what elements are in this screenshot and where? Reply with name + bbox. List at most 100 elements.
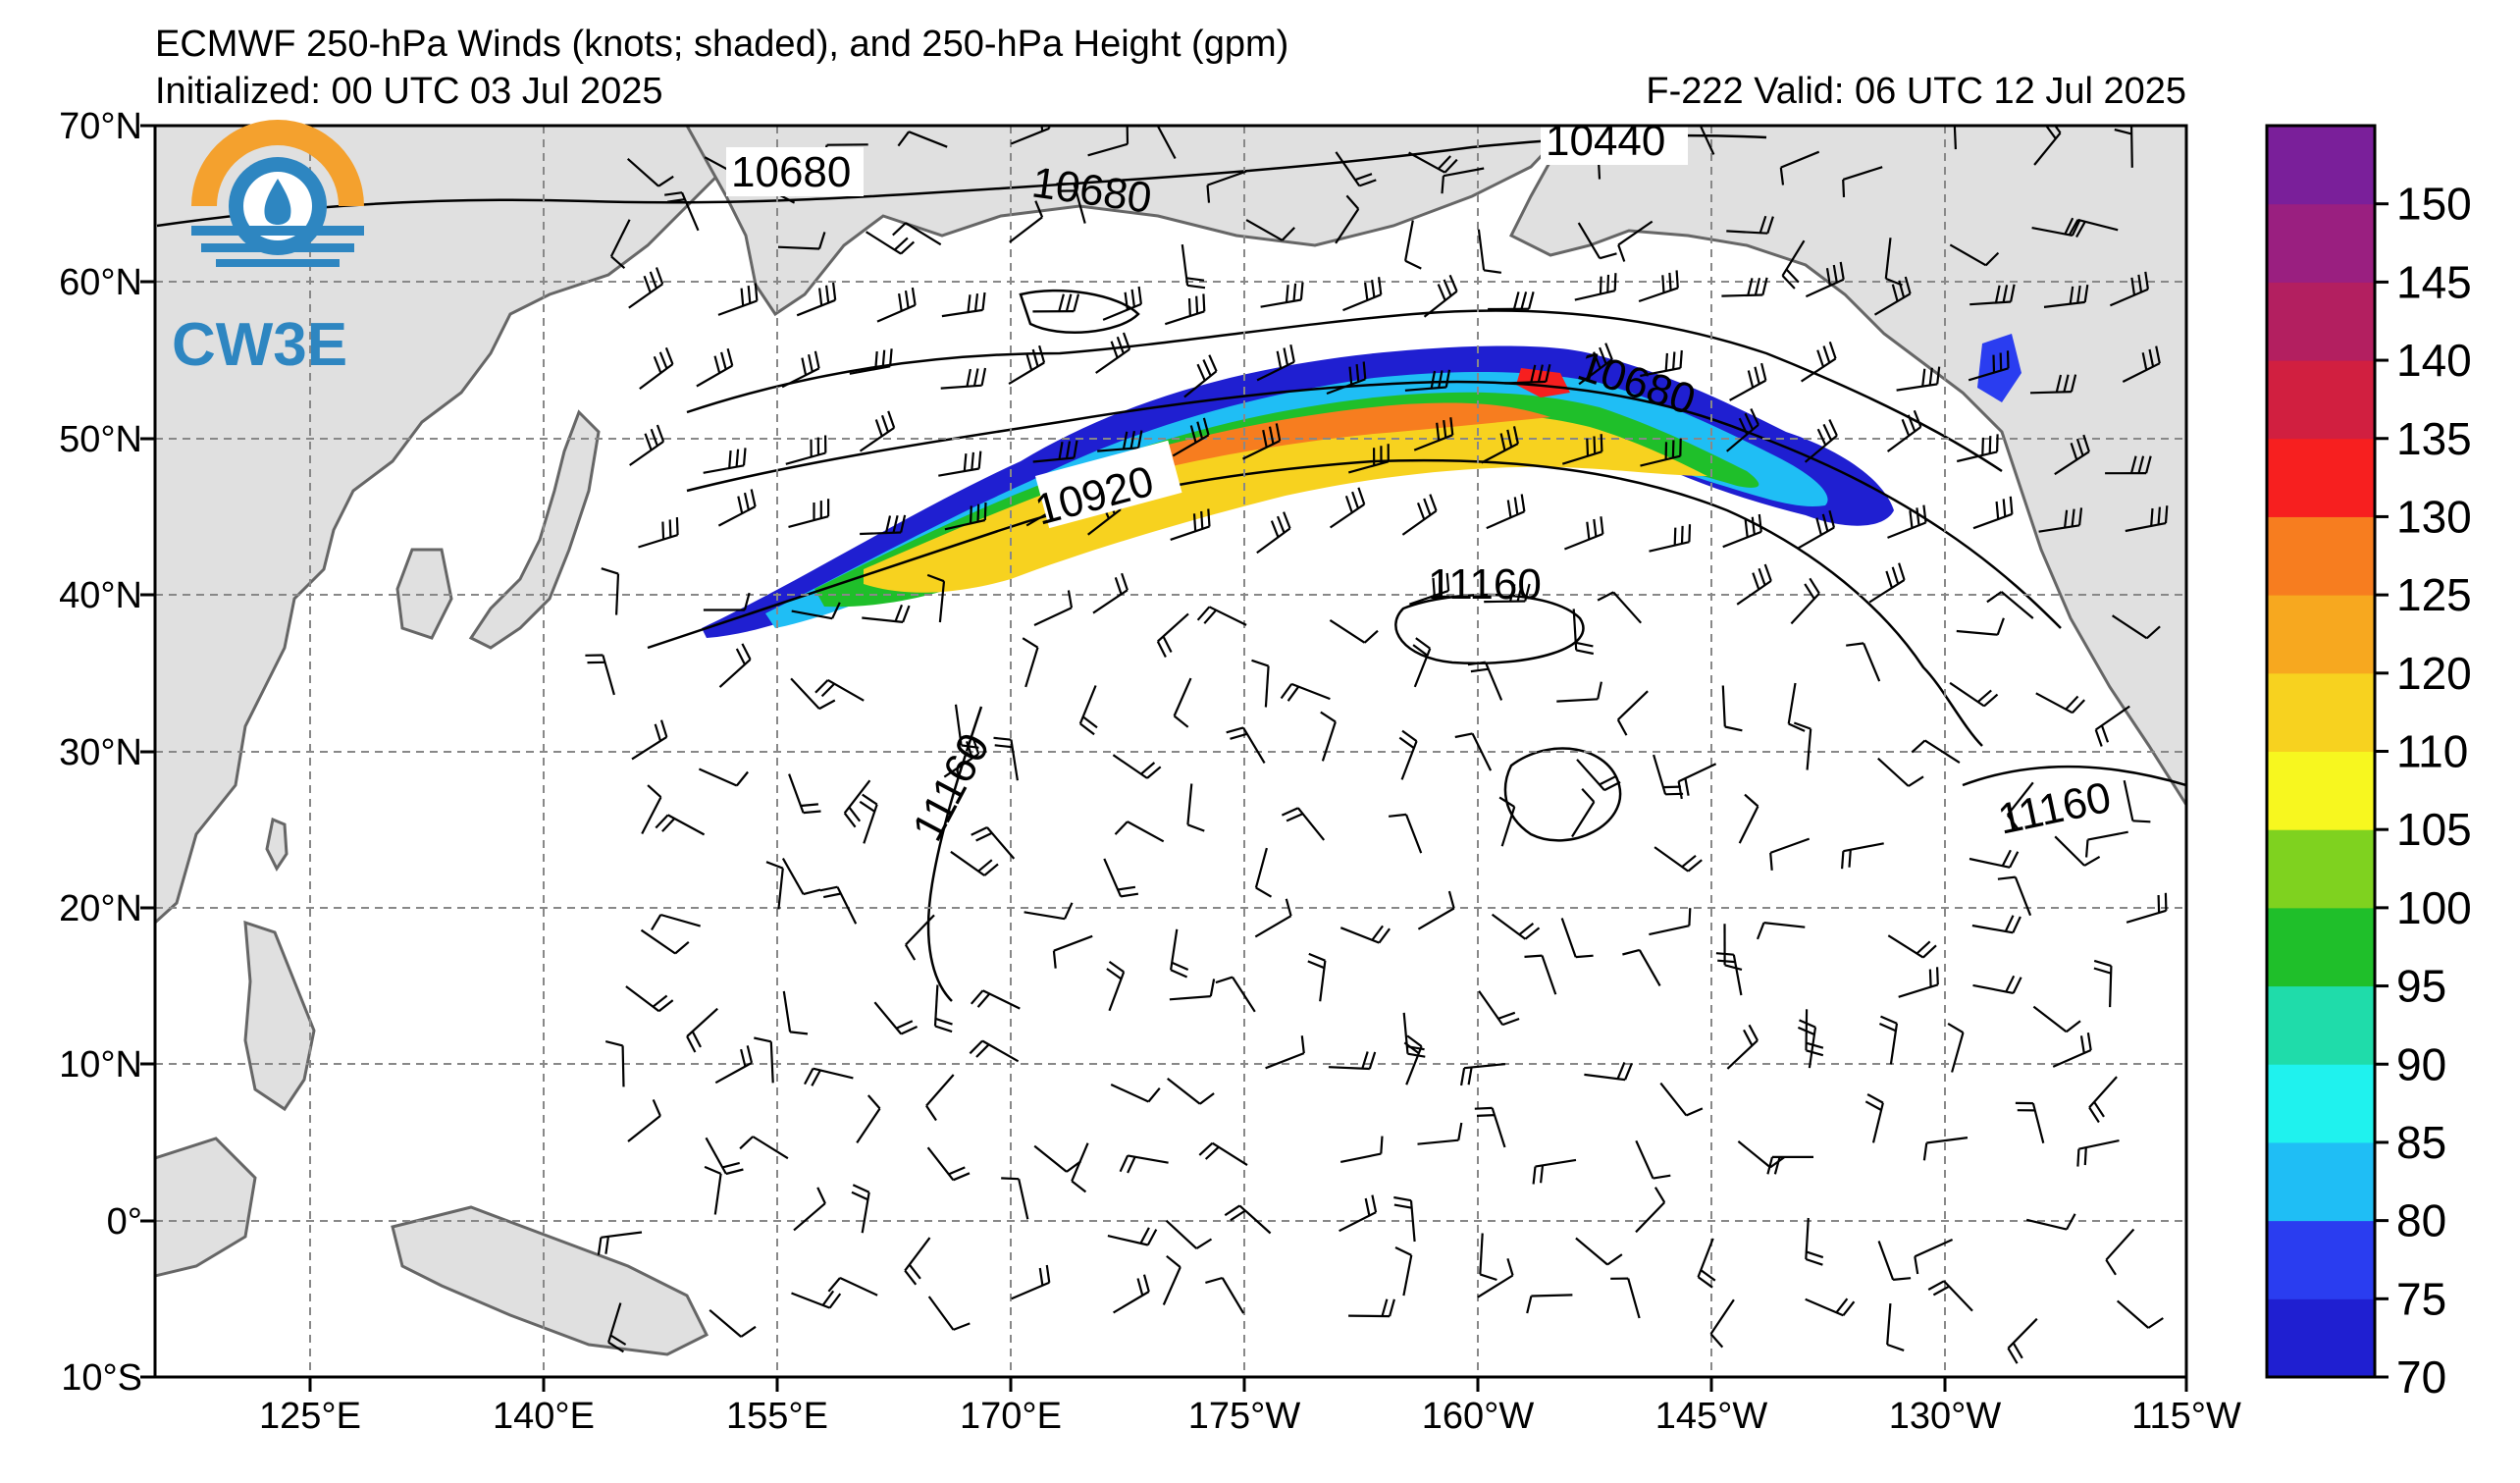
wind-barb-flag [1524, 927, 1541, 940]
grid-lines [155, 126, 2186, 1377]
wind-barb-flag [967, 294, 971, 313]
colorbar-swatch [2267, 829, 2375, 909]
wind-barb [1541, 955, 1557, 995]
wind-barb [1926, 1137, 1969, 1144]
wind-barb [1617, 220, 1654, 246]
wind-barb [1417, 1139, 1459, 1145]
wind-barb-flag [746, 1045, 754, 1064]
wind-barb-flag [1371, 1194, 1378, 1213]
wind-barb [1479, 1233, 1484, 1275]
wind-barb-flag [2001, 849, 2012, 867]
wind-barb-flag [1308, 952, 1326, 962]
wind-barb-flag [1142, 1274, 1150, 1293]
wind-barb-flag [1136, 1278, 1144, 1297]
wind-barb-flag [1199, 1092, 1215, 1105]
wind-barb-flag [661, 818, 676, 832]
wind-barb-flag [1928, 969, 1932, 987]
wind-barb-flag [1207, 508, 1211, 527]
wind-barb-flag [1758, 513, 1762, 533]
wind-barb-flag [2157, 894, 2161, 914]
wind-barb-flag [1599, 775, 1616, 786]
wind-barb-flag [983, 503, 987, 521]
wind-barb-flag [1189, 425, 1197, 444]
wind-barb-flag [664, 191, 683, 196]
wind-barb-flag [1756, 922, 1765, 940]
wind-barb-flag [1031, 348, 1039, 367]
wind-barb-flag [607, 1341, 624, 1353]
wind-barb-flag [1799, 1019, 1816, 1029]
wind-barb-flag [1034, 200, 1044, 218]
wind-barb [1638, 949, 1661, 986]
wind-barb [1329, 618, 1366, 644]
wind-barb-flag [2064, 217, 2074, 235]
wind-barb-flag [817, 232, 826, 249]
wind-barb [860, 531, 902, 536]
wind-barb-flag [1914, 1256, 1919, 1275]
wind-barb-flag [851, 1191, 868, 1201]
wind-barb-flag [1599, 346, 1607, 365]
wind-barb-flag [1597, 681, 1602, 700]
wind-barb-flag [1045, 1264, 1051, 1283]
wind-barb [1348, 1314, 1391, 1318]
wind-barb-flag [897, 131, 910, 147]
height-contours [156, 133, 2186, 1002]
wind-barb-flag [1501, 1017, 1520, 1027]
wind-barb [777, 245, 820, 250]
wind-barb-flag [1809, 577, 1820, 595]
wind-barb-flag [1779, 167, 1785, 185]
wind-barb-flag [1355, 363, 1360, 383]
wind-barb-flag [726, 347, 734, 366]
wind-barb [627, 1115, 661, 1142]
wind-barb [1577, 222, 1601, 259]
wind-barb-flag [1393, 1203, 1412, 1209]
wind-barb-flag [1079, 722, 1095, 736]
lon-tick-label: 160°W [1422, 1396, 1535, 1437]
wind-barb-flag [1052, 950, 1057, 969]
wind-barb [1949, 243, 1987, 267]
wind-barb-flag [1404, 259, 1422, 270]
wind-barb-flag [1209, 979, 1216, 997]
wind-barb-flag [894, 604, 904, 622]
wind-barb-flag [1743, 1029, 1754, 1046]
wind-barb-flag [900, 514, 907, 533]
wind-barb-flag [1606, 1253, 1623, 1266]
colorbar-swatch [2267, 203, 2375, 283]
colorbar-label: 135 [2396, 413, 2472, 464]
colorbar-swatch [2267, 1141, 2375, 1222]
wind-barb [1612, 591, 1643, 624]
wind-barb [713, 1173, 722, 1215]
wind-barb-flag [1040, 126, 1044, 132]
wind-barb-flag [1715, 952, 1734, 956]
wind-barb-flag [658, 351, 668, 369]
wind-barb-flag [1186, 277, 1205, 282]
wind-barb-flag [2141, 352, 2148, 371]
wind-barb-flag [1506, 1257, 1514, 1276]
wind-barb [1914, 1238, 1954, 1258]
wind-barb-flag [657, 175, 674, 187]
wind-barb [1264, 665, 1270, 708]
wind-barb-flag [1662, 785, 1681, 789]
wind-barb-flag [1499, 433, 1506, 451]
wind-barb-flag [725, 1168, 744, 1176]
wind-barb-flag [652, 994, 668, 1008]
wind-barb-flag [1593, 436, 1597, 454]
wind-barb-flag [1121, 572, 1129, 591]
wind-barb-flag [1675, 270, 1679, 289]
wind-barb-flag [1202, 293, 1206, 312]
wind-barb-flag [1981, 437, 1984, 455]
wind-barb [1127, 821, 1165, 843]
wind-barb-flag [1530, 364, 1537, 383]
colorbar-label: 110 [2396, 726, 2468, 777]
wind-barb-flag [1806, 1041, 1824, 1049]
wind-barb-flag [2076, 285, 2081, 303]
wind-barb [2130, 126, 2133, 168]
wind-barb-flag [1195, 1238, 1213, 1250]
wind-barb-flag [597, 1237, 603, 1255]
wind-barb-flag [1996, 434, 1999, 452]
wind-barb-flag [2063, 374, 2070, 393]
wind-barb-flag [1156, 641, 1167, 658]
wind-barb-flag [1526, 1296, 1533, 1314]
valid-time: F-222 Valid: 06 UTC 12 Jul 2025 [1646, 71, 2186, 112]
wind-barb [781, 858, 805, 895]
wind-barb-flag [952, 1172, 971, 1182]
